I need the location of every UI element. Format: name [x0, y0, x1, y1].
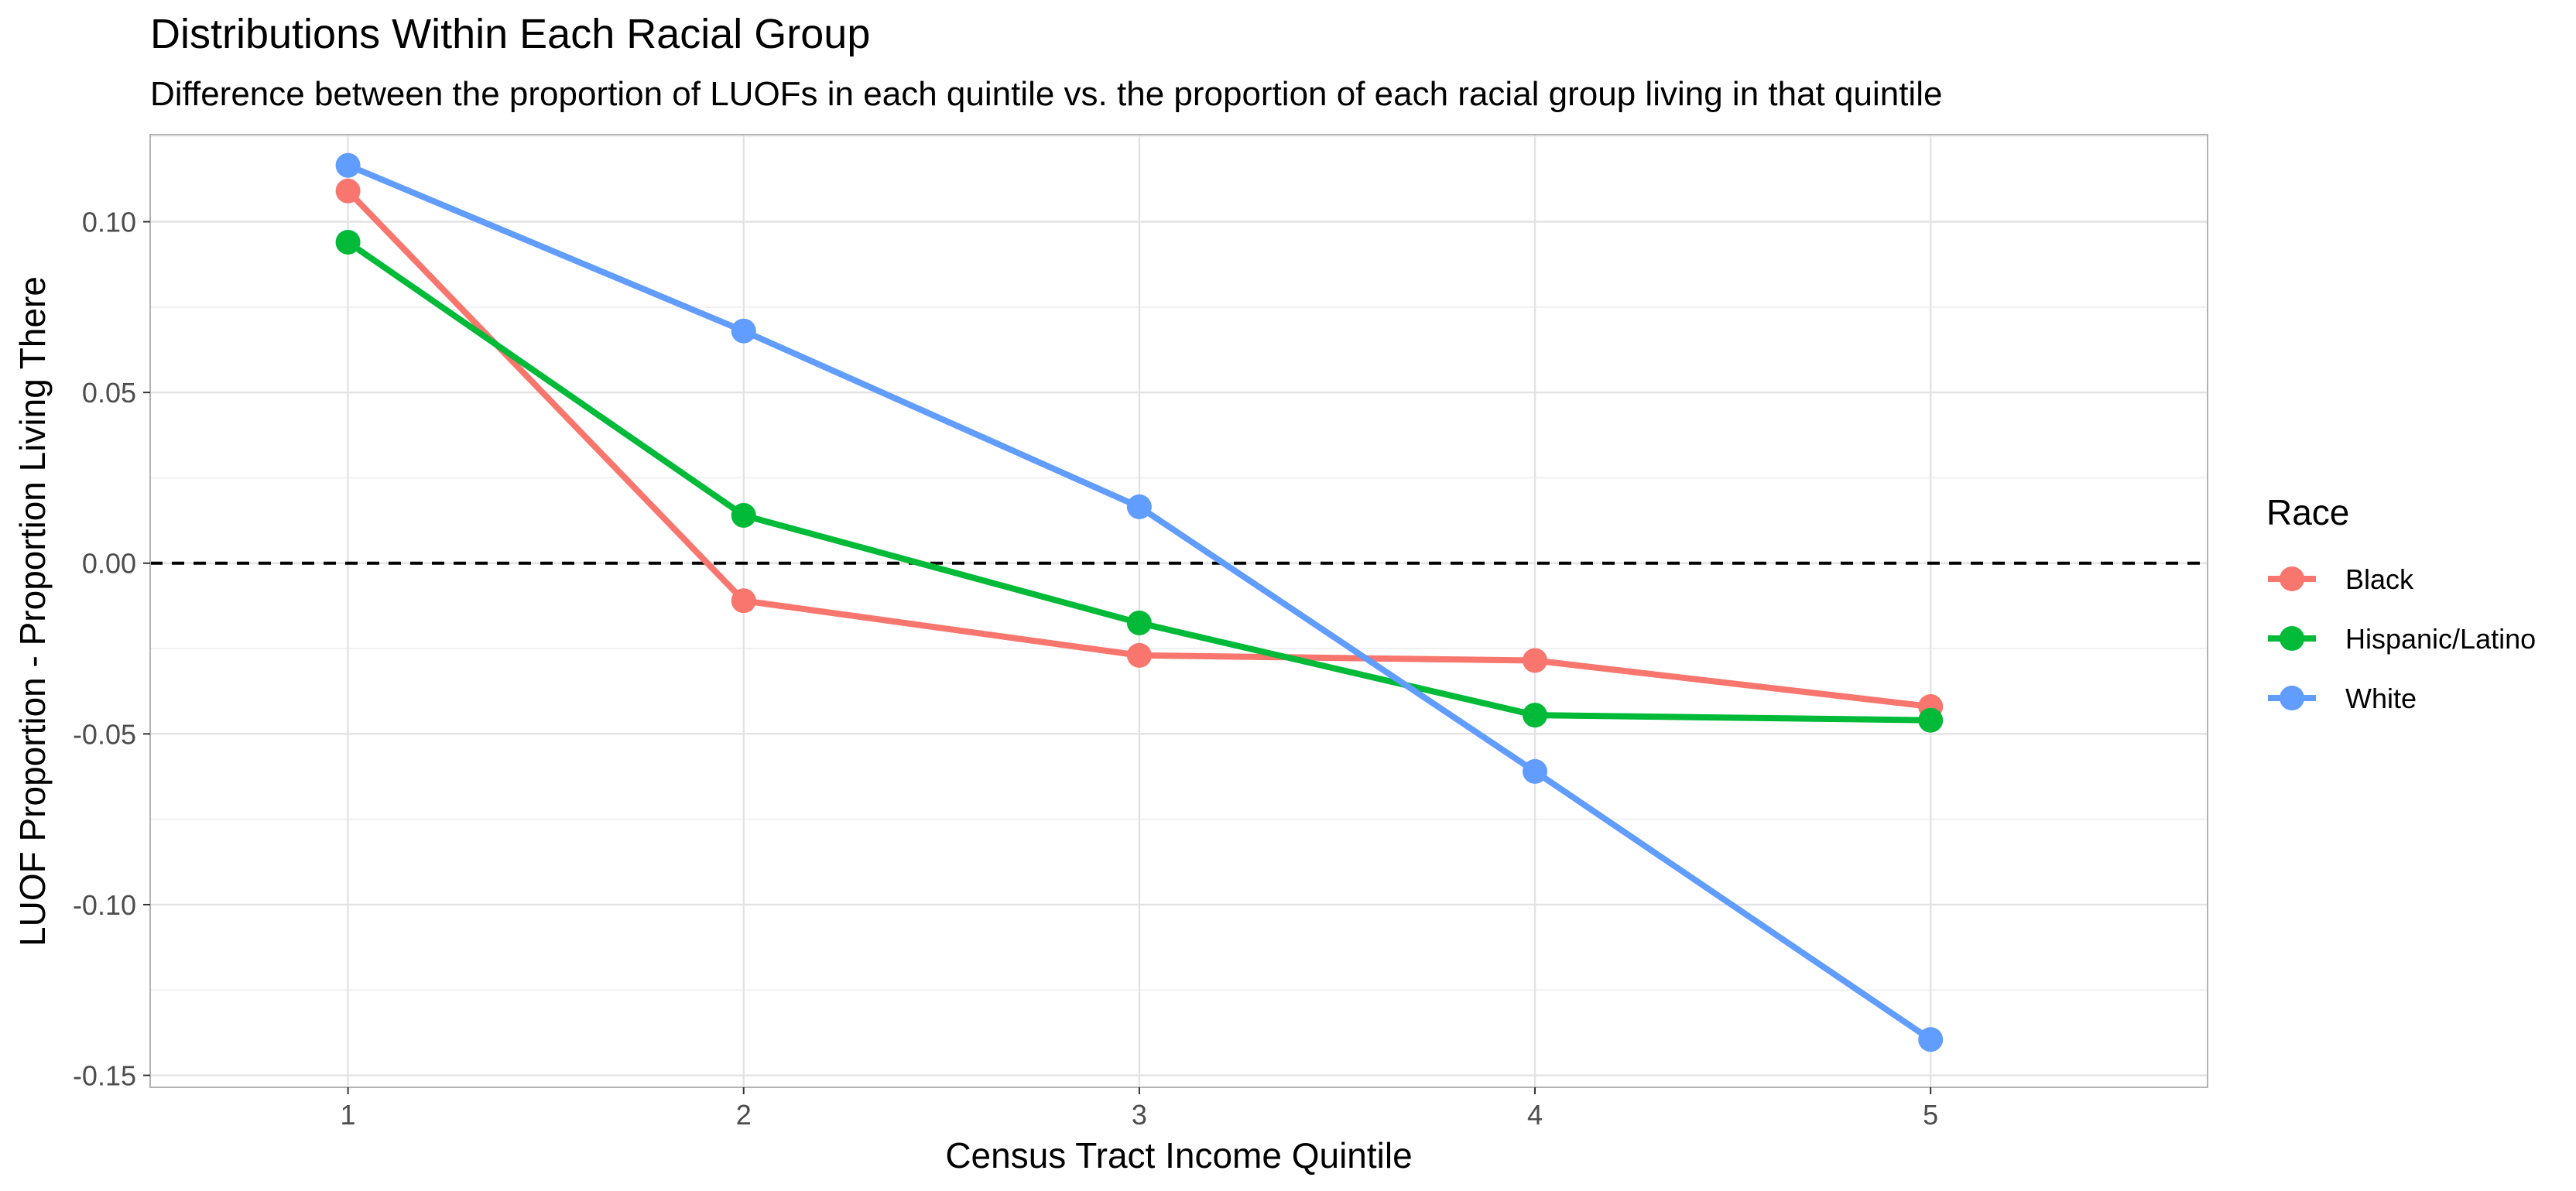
y-tick-label: 0.00 [82, 548, 136, 580]
x-axis-title: Census Tract Income Quintile [945, 1135, 1412, 1176]
legend-key-point [2280, 566, 2304, 591]
series-points [335, 152, 1944, 1052]
x-tick-label: 4 [1527, 1099, 1543, 1131]
data-point-white-5 [1918, 1027, 1944, 1052]
chart-title: Distributions Within Each Racial Group [150, 11, 870, 57]
x-tick-label: 2 [736, 1099, 752, 1131]
data-point-black-1 [335, 178, 361, 204]
y-tick-label: 0.05 [82, 377, 136, 409]
data-point-black-3 [1126, 642, 1152, 668]
x-tick-label: 5 [1923, 1099, 1938, 1131]
data-point-white-4 [1523, 758, 1548, 784]
y-tick-label: -0.10 [73, 889, 136, 921]
legend-items: Black Hispanic/Latino White [2268, 563, 2536, 714]
chart-subtitle: Difference between the proportion of LUO… [150, 75, 1942, 113]
data-point-hispanic-latino-3 [1126, 610, 1152, 635]
y-tick-label: -0.05 [73, 718, 136, 750]
data-point-hispanic-latino-5 [1918, 707, 1944, 733]
legend: Race Black Hispanic/Latino White [2266, 492, 2536, 714]
legend-title: Race [2266, 492, 2349, 532]
legend-item-black: Black [2268, 563, 2414, 595]
data-point-hispanic-latino-1 [335, 229, 361, 255]
minor-gridlines [150, 135, 2208, 991]
data-point-white-1 [335, 152, 361, 178]
y-axis-ticks: 0.10 0.05 0.00 -0.05 -0.10 -0.15 [73, 207, 150, 1092]
data-point-white-3 [1126, 494, 1152, 519]
legend-key-point [2280, 686, 2304, 710]
data-point-black-4 [1523, 648, 1548, 673]
data-point-hispanic-latino-4 [1523, 703, 1548, 728]
y-tick-label: 0.10 [82, 207, 136, 238]
legend-label: White [2345, 683, 2417, 714]
legend-item-white: White [2268, 683, 2417, 714]
data-point-white-2 [731, 318, 756, 344]
x-tick-label: 1 [341, 1099, 356, 1131]
y-tick-label: -0.15 [73, 1060, 136, 1092]
data-point-hispanic-latino-2 [731, 502, 756, 528]
legend-item-hispanic-latino: Hispanic/Latino [2268, 623, 2536, 655]
legend-label: Hispanic/Latino [2345, 623, 2536, 655]
x-tick-label: 3 [1132, 1099, 1147, 1131]
legend-key-point [2280, 626, 2304, 651]
x-axis-ticks: 1 2 3 4 5 [341, 1087, 1938, 1131]
panel-border [149, 134, 2208, 1088]
data-point-black-2 [731, 588, 756, 614]
y-axis-title: LUOF Proportion - Proportion Living Ther… [12, 276, 53, 946]
legend-label: Black [2345, 563, 2414, 595]
